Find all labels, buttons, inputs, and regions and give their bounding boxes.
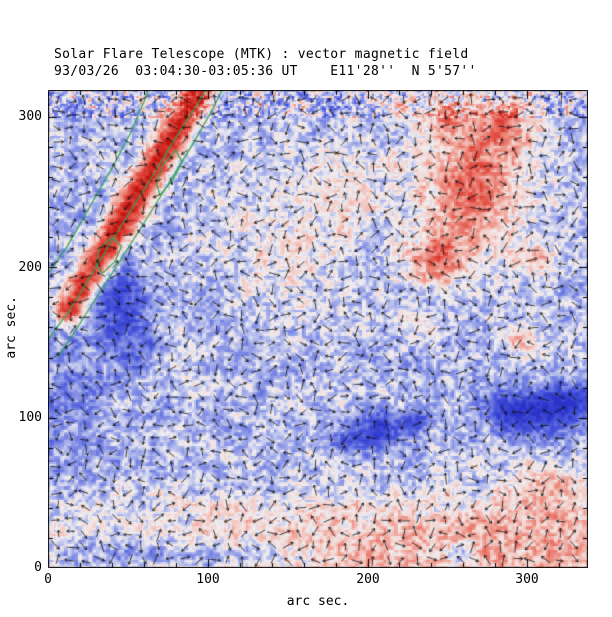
y-tick-label-100: 100 xyxy=(18,410,42,425)
x-tick-label-100: 100 xyxy=(196,572,220,587)
x-tick-label-300: 300 xyxy=(515,572,539,587)
x-tick-label-200: 200 xyxy=(356,572,380,587)
x-tick-label-0: 0 xyxy=(44,572,52,587)
figure-subtitle: 93/03/26 03:04:30-03:05:36 UT E11'28'' N… xyxy=(54,64,477,79)
y-tick-label-200: 200 xyxy=(18,260,42,275)
figure-title: Solar Flare Telescope (MTK) : vector mag… xyxy=(54,47,469,62)
y-tick-label-0: 0 xyxy=(34,560,42,575)
x-axis-label: arc sec. xyxy=(286,594,350,609)
vector-magnetic-field-map xyxy=(48,90,588,568)
y-tick-label-300: 300 xyxy=(18,109,42,124)
y-axis-label: arc sec. xyxy=(4,296,19,359)
